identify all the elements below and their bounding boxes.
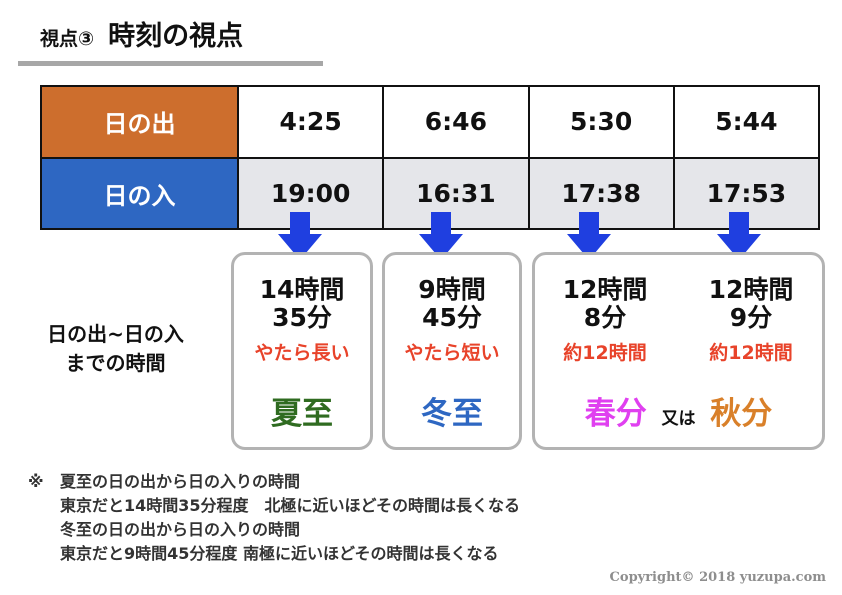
down-arrow-icon	[278, 212, 322, 260]
duration-minutes: 9分	[729, 303, 773, 332]
footnote-line: 冬至の日の出から日の入りの時間	[60, 520, 301, 539]
sunrise-winter: 6:46	[382, 85, 530, 159]
duration-winter: 9時間 45分 やたら短い	[382, 276, 522, 366]
duration-spring: 12時間 8分 約12時間	[532, 276, 678, 366]
season-autumn-equinox: 秋分	[710, 396, 773, 432]
daylight-label-line1: 日の出~日の入	[47, 322, 184, 346]
down-arrow-icon	[419, 212, 463, 260]
daylight-label-line2: までの時間	[65, 351, 166, 375]
footnote-mark: ※	[28, 472, 44, 491]
footnote-line: 東京だと14時間35分程度 北極に近いほどその時間は長くなる	[60, 496, 521, 515]
title-main: 時刻の視点	[108, 21, 244, 52]
duration-minutes: 8分	[583, 303, 627, 332]
daylight-duration-label: 日の出~日の入 までの時間	[18, 320, 213, 378]
duration-autumn: 12時間 9分 約12時間	[678, 276, 824, 366]
title-underline	[18, 61, 323, 66]
duration-summer: 14時間 35分 やたら長い	[231, 276, 373, 366]
footnote-line: 夏至の日の出から日の入りの時間	[60, 472, 301, 491]
row-header-sunset: 日の入	[40, 156, 239, 230]
row-header-sunrise: 日の出	[40, 85, 239, 159]
page-title: 視点③ 時刻の視点	[40, 14, 243, 53]
duration-minutes: 45分	[422, 303, 482, 332]
duration-minutes: 35分	[272, 303, 332, 332]
season-summer-solstice: 夏至	[271, 396, 333, 432]
summer-box	[231, 252, 373, 450]
duration-hours: 9時間	[418, 275, 486, 304]
duration-hours: 14時間	[259, 275, 345, 304]
down-arrow-icon	[567, 212, 611, 260]
down-arrow-icon	[717, 212, 761, 260]
table-row-sunset: 日の入 19:00 16:31 17:38 17:53	[40, 156, 821, 230]
duration-note: 約12時間	[563, 342, 647, 364]
duration-note: やたら長い	[254, 342, 350, 364]
sunset-winter: 16:31	[382, 156, 530, 230]
season-joiner: 又は	[661, 409, 696, 429]
footnote-line: 東京だと9時間45分程度 南極に近いほどその時間は長くなる	[60, 544, 499, 563]
sunrise-autumn: 5:44	[672, 85, 821, 159]
winter-box	[382, 252, 522, 450]
sunrise-summer: 4:25	[236, 85, 385, 159]
duration-hours: 12時間	[708, 275, 794, 304]
season-winter-solstice: 冬至	[421, 396, 483, 432]
title-prefix: 視点③	[40, 28, 95, 50]
table-row-sunrise: 日の出 4:25 6:46 5:30 5:44	[40, 85, 821, 159]
duration-note: やたら短い	[404, 342, 500, 364]
duration-hours: 12時間	[562, 275, 648, 304]
duration-note: 約12時間	[709, 342, 793, 364]
season-spring-equinox: 春分	[584, 396, 647, 432]
copyright: Copyright© 2018 yuzupa.com	[609, 570, 826, 585]
equinox-box	[532, 252, 825, 450]
sunset-spring: 17:38	[527, 156, 675, 230]
sunrise-spring: 5:30	[527, 85, 675, 159]
sunrise-sunset-table: 日の出 4:25 6:46 5:30 5:44 日の入 19:00 16:31 …	[40, 85, 821, 230]
footnote: ※ 夏至の日の出から日の入りの時間 東京だと14時間35分程度 北極に近いほどそ…	[28, 470, 520, 566]
sunset-summer: 19:00	[236, 156, 385, 230]
season-equinoxes: 春分 又は 秋分	[532, 388, 825, 433]
